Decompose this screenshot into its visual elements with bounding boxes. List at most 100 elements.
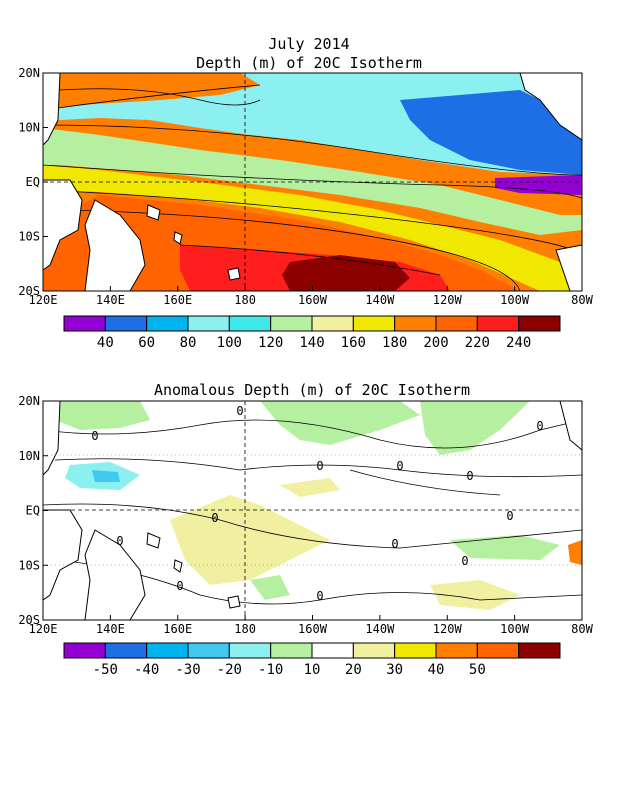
contour-label: 0 <box>236 404 243 418</box>
x-tick-label: 140W <box>365 622 395 636</box>
colorbar-label: 120 <box>258 335 283 351</box>
colorbar-swatch <box>518 315 561 332</box>
contour-label: 0 <box>396 459 403 473</box>
colorbar-label: 20 <box>345 662 362 678</box>
anomaly-orange-edge <box>568 540 582 565</box>
top-subtitle: Depth (m) of 20C Isotherm <box>196 54 422 72</box>
top-y-axis: 20N 10N EQ 10S 20S <box>18 66 48 298</box>
colorbar-swatch <box>476 315 520 332</box>
colorbar-swatch <box>146 315 189 332</box>
contour-label: 0 <box>316 589 323 603</box>
y-tick-label: 20S <box>18 613 40 627</box>
field-region-east-blue <box>400 90 582 175</box>
top-colorbar: 40 60 80 100 120 140 160 180 200 220 240 <box>63 315 561 351</box>
anomaly-north-green-3 <box>420 401 530 455</box>
colorbar-label: 60 <box>138 335 155 351</box>
field-region-east-purple <box>495 175 582 195</box>
colorbar-label: 140 <box>299 335 324 351</box>
x-tick-label: 140E <box>96 293 125 307</box>
y-tick-label: 20N <box>18 66 40 80</box>
anomaly-blue-west <box>92 470 120 482</box>
x-tick-label: 140E <box>96 622 125 636</box>
contour-label: 0 <box>506 509 513 523</box>
x-tick-label: 100W <box>500 293 530 307</box>
bottom-colorbar: -50 -40 -30 -20 -10 10 20 30 40 50 <box>63 642 561 678</box>
colorbar-swatch <box>104 642 148 659</box>
colorbar-swatch <box>435 315 478 332</box>
x-tick-label: 160W <box>298 622 328 636</box>
bottom-x-axis: 120E 140E 160E 180 160W 140W 120W 100W 80W <box>29 615 594 636</box>
colorbar-swatch <box>63 642 106 659</box>
anomaly-green-south <box>250 575 290 600</box>
bottom-panel: Anomalous Depth (m) of 20C Isotherm <box>18 381 593 678</box>
top-contours <box>43 84 582 291</box>
colorbar-swatch <box>187 642 230 659</box>
top-panel: July 2014 Depth (m) of 20C Isotherm <box>18 35 593 351</box>
bottom-contour-labels: 0 0 0 0 0 0 0 0 0 0 0 0 0 <box>91 404 543 603</box>
contour-label: 0 <box>536 419 543 433</box>
x-tick-label: 140W <box>365 293 395 307</box>
contour-label: 0 <box>116 534 123 548</box>
colorbar-label: 200 <box>423 335 448 351</box>
top-title: July 2014 <box>268 35 349 53</box>
y-tick-label: EQ <box>26 504 40 518</box>
bottom-y-axis: 20N 10N EQ 10S 20S <box>18 394 48 627</box>
colorbar-label: 180 <box>382 335 407 351</box>
y-tick-label: 10N <box>18 449 40 463</box>
contour-label: 0 <box>466 469 473 483</box>
contour-label: 0 <box>176 579 183 593</box>
colorbar-swatch <box>352 642 396 659</box>
colorbar-swatch <box>476 642 520 659</box>
bottom-field <box>43 401 582 620</box>
bottom-title: Anomalous Depth (m) of 20C Isotherm <box>154 381 470 399</box>
y-tick-label: 10S <box>18 230 40 244</box>
y-tick-label: 20N <box>18 394 40 408</box>
colorbar-label: 160 <box>341 335 366 351</box>
colorbar-label: 240 <box>506 335 531 351</box>
contour-label: 0 <box>461 554 468 568</box>
x-tick-label: 120W <box>433 293 463 307</box>
x-tick-label: 160W <box>298 293 328 307</box>
colorbar-label: 80 <box>180 335 197 351</box>
x-tick-label: 180 <box>234 293 256 307</box>
contour-label: 0 <box>391 537 398 551</box>
colorbar-label: 100 <box>217 335 242 351</box>
x-tick-label: 80W <box>571 293 593 307</box>
colorbar-swatch <box>270 315 313 332</box>
colorbar-swatch <box>311 315 354 332</box>
colorbar-swatch <box>394 642 437 659</box>
anomaly-yellow-east <box>280 478 340 497</box>
contour-label: 0 <box>316 459 323 473</box>
colorbar-label: 30 <box>386 662 403 678</box>
colorbar-label: 40 <box>428 662 445 678</box>
colorbar-swatch <box>228 315 272 332</box>
colorbar-label: -20 <box>217 662 242 678</box>
field-region-yellow-band <box>43 165 582 291</box>
colorbar-swatch <box>187 315 230 332</box>
bottom-land <box>43 401 582 620</box>
y-tick-label: 10N <box>18 121 40 135</box>
colorbar-swatch <box>311 642 354 659</box>
colorbar-label: -30 <box>175 662 200 678</box>
y-tick-label: 10S <box>18 558 40 572</box>
y-tick-label: EQ <box>26 175 40 189</box>
colorbar-swatch <box>435 642 478 659</box>
colorbar-label: -50 <box>93 662 118 678</box>
colorbar-swatch <box>104 315 148 332</box>
colorbar-label: 220 <box>465 335 490 351</box>
colorbar-swatch <box>63 315 106 332</box>
x-tick-label: 160E <box>163 293 192 307</box>
x-tick-label: 120E <box>29 293 58 307</box>
field-region-green-band <box>43 128 582 235</box>
x-tick-label: 160E <box>163 622 192 636</box>
top-field <box>43 73 582 291</box>
colorbar-label: -10 <box>258 662 283 678</box>
colorbar-swatch <box>394 315 437 332</box>
y-tick-label: 20S <box>18 284 40 298</box>
colorbar-swatch <box>518 642 561 659</box>
colorbar-label: -40 <box>134 662 159 678</box>
x-tick-label: 180 <box>234 622 256 636</box>
colorbar-swatch <box>146 642 189 659</box>
x-tick-label: 120E <box>29 622 58 636</box>
colorbar-swatch <box>228 642 272 659</box>
